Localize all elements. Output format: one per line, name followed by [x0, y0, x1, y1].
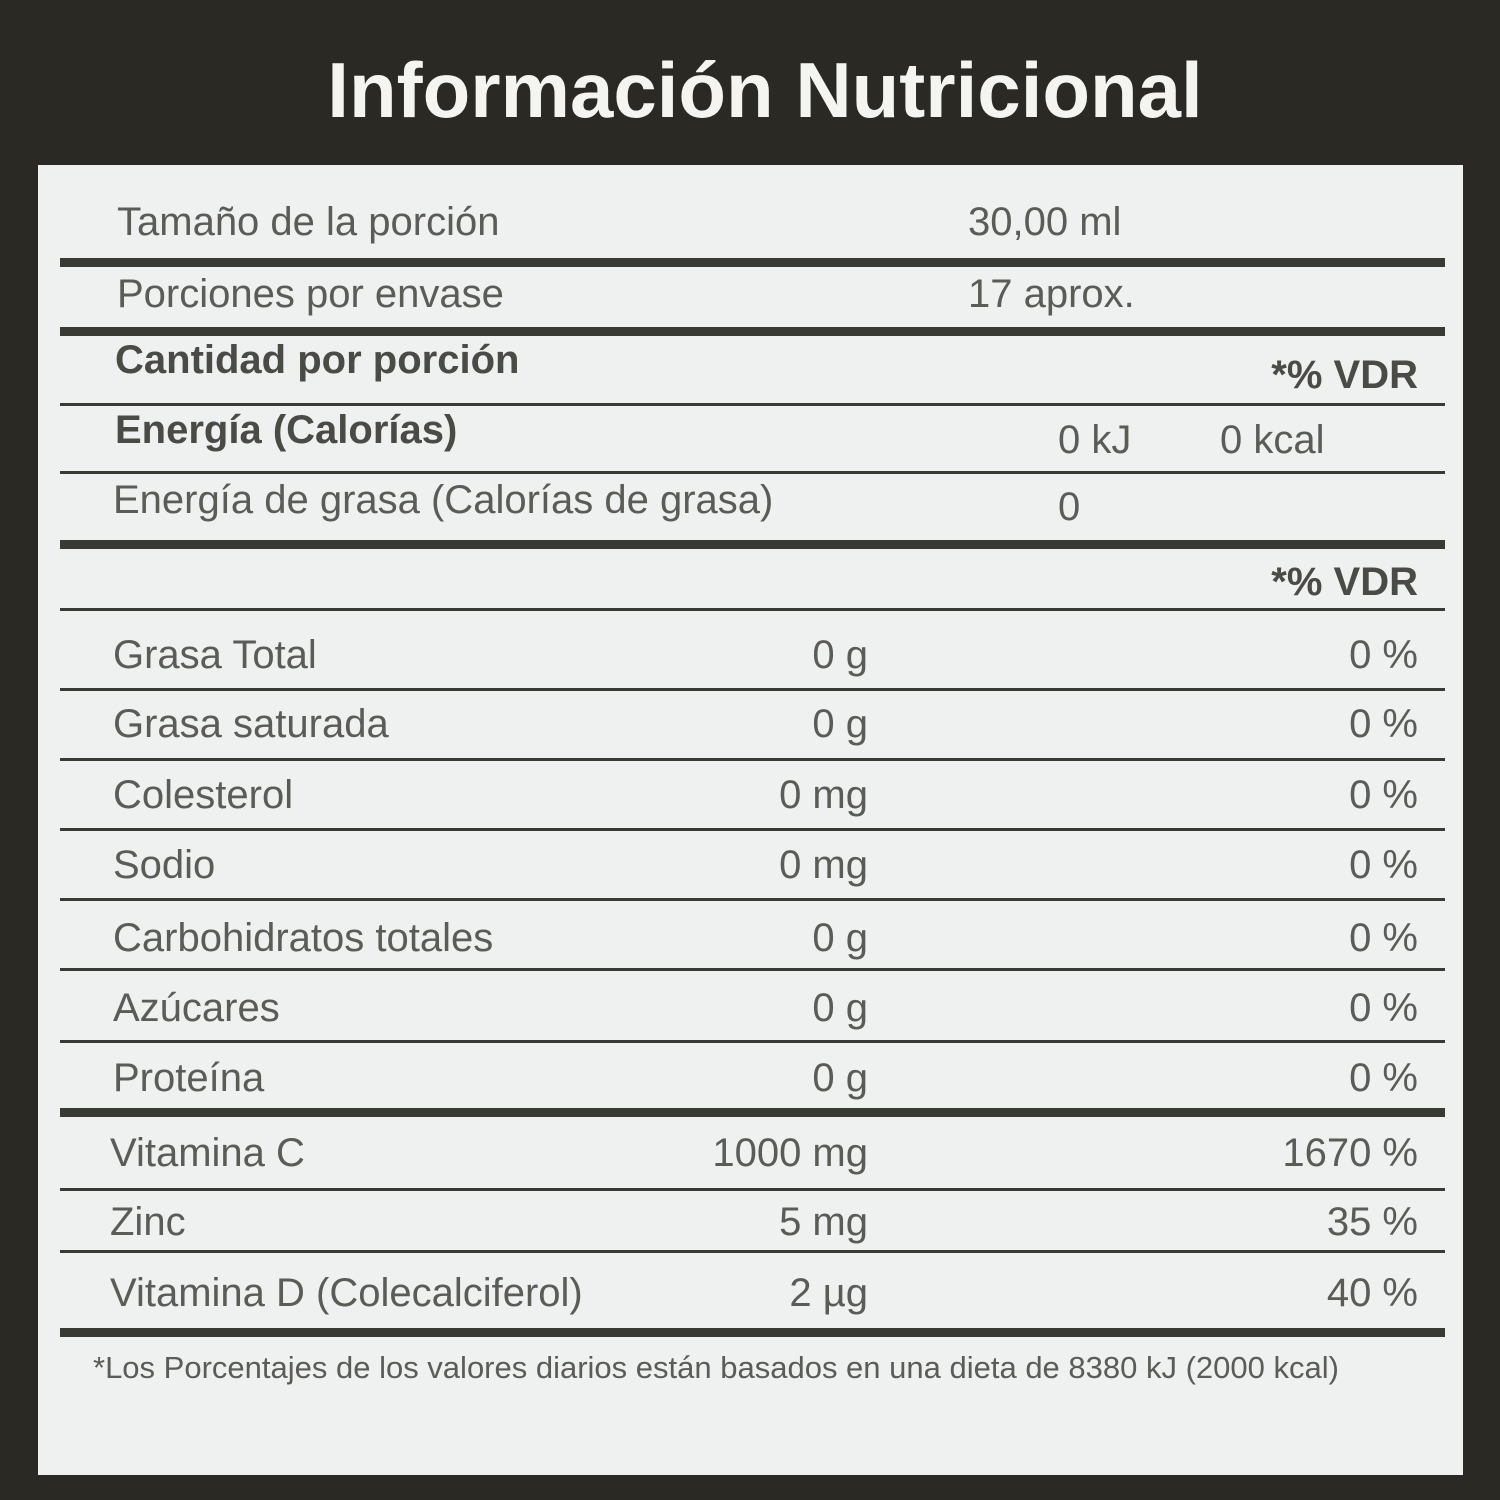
nutrient-dv: 0 % — [1349, 773, 1418, 817]
fat-energy-label: Energía de grasa (Calorías de grasa) — [113, 478, 774, 522]
nutrient-dv: 0 % — [1349, 986, 1418, 1030]
rule — [60, 968, 1445, 971]
rule — [60, 1328, 1445, 1337]
nutrient-name: Grasa saturada — [113, 702, 389, 746]
nutrient-dv: 0 % — [1349, 633, 1418, 677]
nutrient-dv: 0 % — [1349, 916, 1418, 960]
vitamin-dv: 40 % — [1326, 1271, 1418, 1315]
nutrient-amount: 0 g — [812, 986, 868, 1030]
rule — [60, 327, 1445, 336]
nutrient-name: Grasa Total — [113, 633, 317, 677]
nutrient-name: Colesterol — [113, 773, 294, 817]
vitamin-amount: 1000 mg — [712, 1131, 868, 1175]
nutrient-amount: 0 g — [812, 702, 868, 746]
vitamin-name: Zinc — [110, 1200, 186, 1244]
vitamin-dv: 35 % — [1326, 1200, 1418, 1244]
rule — [60, 758, 1445, 761]
nutrient-name: Carbohidratos totales — [113, 916, 494, 960]
vitamin-amount: 2 µg — [789, 1271, 868, 1315]
rule — [60, 471, 1445, 474]
rule — [60, 540, 1445, 549]
rule — [60, 608, 1445, 611]
serving-value: 17 aprox. — [968, 272, 1135, 316]
nutrient-amount: 0 g — [812, 1056, 868, 1100]
nutrient-dv: 0 % — [1349, 843, 1418, 887]
rule — [60, 898, 1445, 901]
nutrient-dv: 0 % — [1349, 702, 1418, 746]
energy-kj: 0 kJ — [1058, 418, 1132, 462]
rule — [60, 1108, 1445, 1117]
vitamin-name: Vitamina D (Colecalciferol) — [110, 1271, 583, 1315]
dv-header: *% VDR — [1271, 353, 1418, 397]
nutrient-name: Proteína — [113, 1056, 265, 1100]
amount-header: Cantidad por porción — [115, 338, 520, 382]
footnote: *Los Porcentajes de los valores diarios … — [93, 1350, 1339, 1385]
nutrient-amount: 0 g — [812, 633, 868, 677]
rule — [60, 688, 1445, 691]
rule — [60, 1188, 1445, 1191]
vitamin-name: Vitamina C — [110, 1131, 305, 1175]
serving-value: 30,00 ml — [968, 200, 1122, 244]
nutrient-amount: 0 mg — [779, 843, 868, 887]
serving-label: Tamaño de la porción — [117, 200, 500, 244]
nutrient-name: Sodio — [113, 843, 216, 887]
fat-energy-value: 0 — [1058, 485, 1081, 529]
vitamin-dv: 1670 % — [1282, 1131, 1418, 1175]
rule — [60, 1250, 1445, 1253]
rule — [60, 258, 1445, 267]
nutrient-amount: 0 mg — [779, 773, 868, 817]
serving-label: Porciones por envase — [117, 272, 504, 316]
rule — [60, 828, 1445, 831]
energy-kcal: 0 kcal — [1220, 418, 1325, 462]
nutrient-amount: 0 g — [812, 916, 868, 960]
nutrient-dv: 0 % — [1349, 1056, 1418, 1100]
rule — [60, 1040, 1445, 1043]
dv-header: *% VDR — [1271, 560, 1418, 604]
title: Información Nutricional — [327, 46, 1203, 134]
vitamin-amount: 5 mg — [779, 1200, 868, 1244]
nutrient-name: Azúcares — [113, 986, 280, 1030]
rule — [60, 403, 1445, 406]
label-panel: *Los Porcentajes de los valores diarios … — [38, 165, 1463, 1475]
energy-label: Energía (Calorías) — [115, 408, 458, 452]
